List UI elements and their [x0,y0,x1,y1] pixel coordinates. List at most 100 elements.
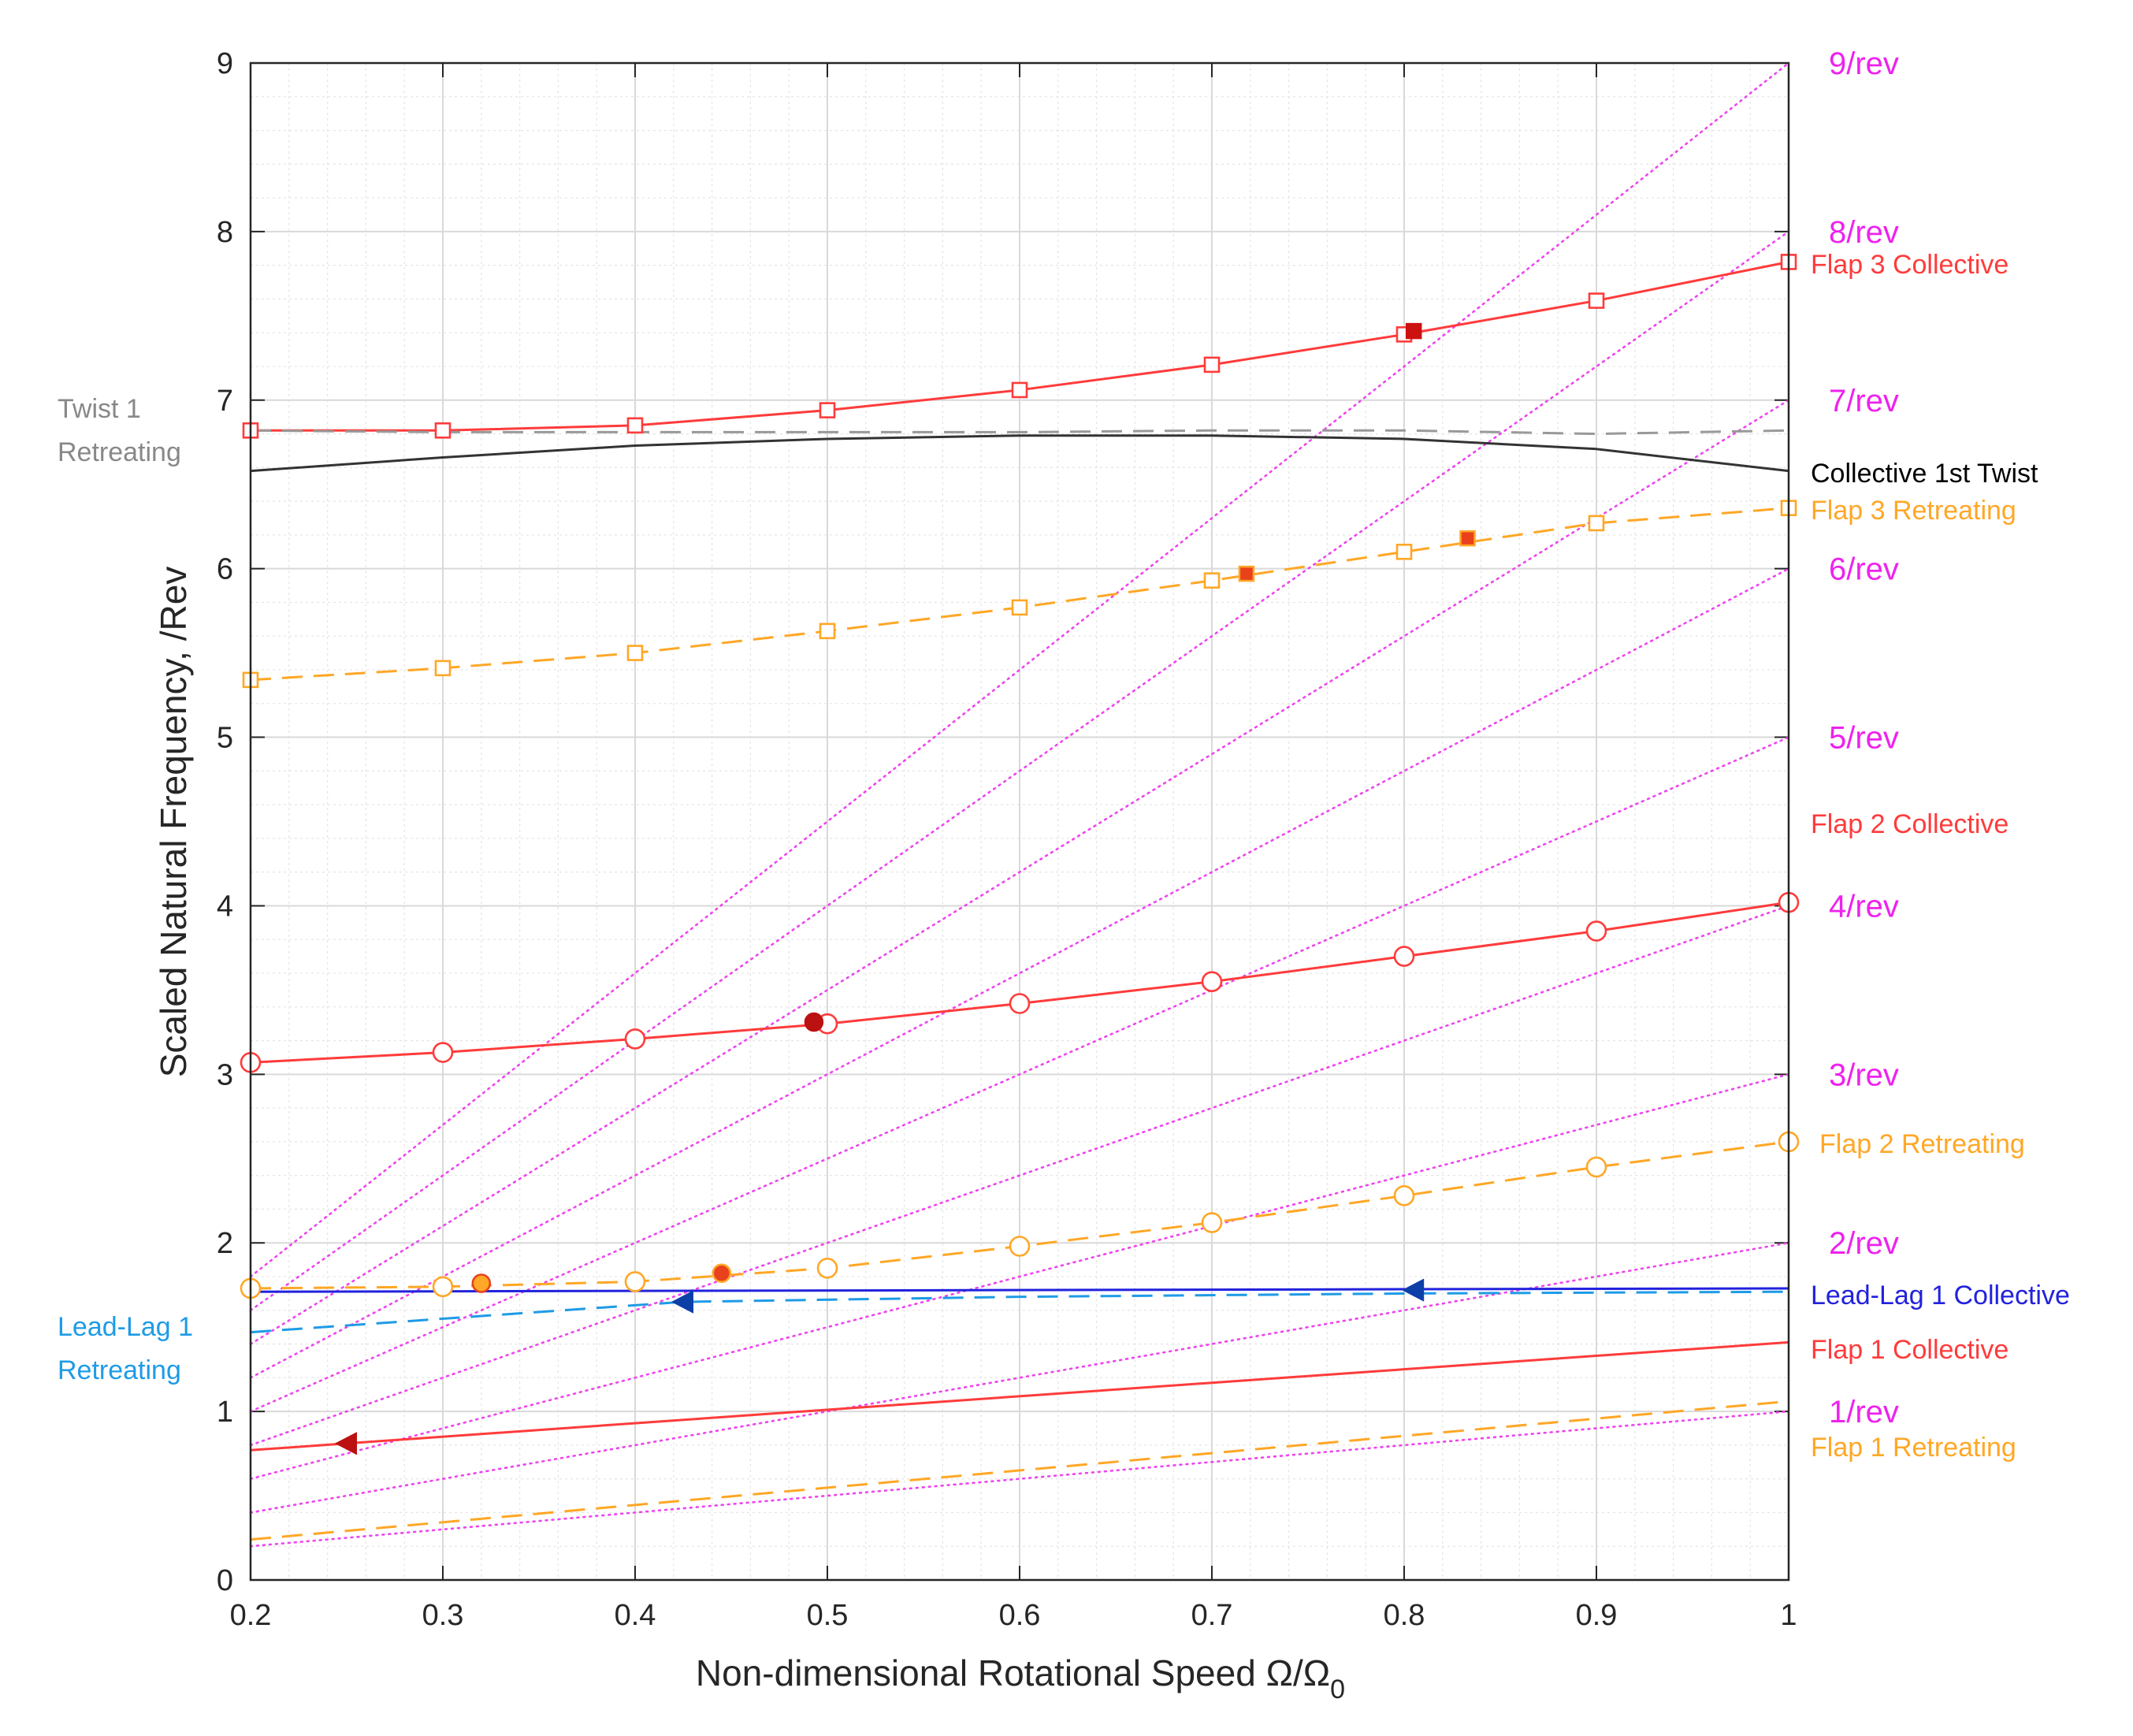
series-line-lead-lag-1-retreating [250,1290,1789,1334]
label-leadlag1-collective: Lead-Lag 1 Collective [1811,1281,2070,1310]
marker-flap-3-collective [819,402,836,418]
crossing-marker-square [1405,322,1422,340]
x-axis-title: Non-dimensional Rotational Speed Ω/Ω0 [696,1652,1345,1704]
crossing-marker-circle [712,1263,732,1283]
rev-label-9: 9/rev [1829,46,1899,81]
marker-flap-3-retreating [819,623,836,640]
marker-flap-2-collective [432,1042,454,1063]
marker-flap-2-retreating [1393,1185,1415,1206]
rev-lines [249,61,1790,1548]
series-line-flap-1-collective [250,1340,1789,1452]
rev-label-2: 2/rev [1829,1226,1899,1261]
rev-line-1 [249,1410,1790,1548]
y-tick-label: 4 [217,890,233,923]
rev-line-9 [249,61,1790,1278]
x-tick-label: 0.2 [230,1599,272,1632]
y-tick-label: 8 [217,216,233,249]
marker-flap-2-collective [1201,971,1223,992]
rev-labels: 1/rev 2/rev 3/rev 4/rev 5/rev 6/rev 7/rev 8/rev… [1829,46,1899,1429]
rev-line-5 [249,736,1790,1413]
rev-label-4: 4/rev [1829,889,1899,924]
x-tick-label: 0.8 [1384,1599,1425,1632]
x-tick-label: 0.9 [1576,1599,1618,1632]
crossing-marker-circle [804,1012,824,1032]
x-tick-label: 0.4 [615,1599,656,1632]
marker-flap-2-collective [1393,946,1415,967]
crossing-marker-circle [471,1273,492,1293]
marker-flap-3-retreating [1588,515,1605,532]
marker-flap-2-collective [1585,920,1607,942]
crossing-markers [334,322,1476,1455]
label-flap3-collective: Flap 3 Collective [1811,250,2009,280]
crossing-marker-triangle [1402,1278,1425,1302]
rev-label-3: 3/rev [1829,1058,1899,1092]
x-tick-label: 1 [1780,1599,1797,1632]
crossing-marker-square [1459,530,1476,547]
rev-label-5: 5/rev [1829,721,1899,756]
marker-flap-3-retreating [1011,599,1028,616]
marker-flap-3-collective [1011,381,1028,399]
y-tick-label: 7 [217,385,233,418]
rev-label-8: 8/rev [1829,215,1899,250]
rev-line-7 [249,399,1790,1345]
rev-line-4 [249,905,1790,1447]
label-flap2-collective: Flap 2 Collective [1811,809,2009,839]
rev-label-7: 7/rev [1829,384,1899,418]
y-tick-label: 2 [217,1227,233,1260]
marker-flap-3-collective [434,422,451,439]
label-twist1-retreating-line2: Retreating [58,437,181,467]
y-axis-title: Scaled Natural Frequency, /Rev [153,567,194,1078]
marker-flap-3-collective [1203,356,1221,374]
rev-line-8 [249,230,1790,1312]
x-axis-title-main: Non-dimensional Rotational Speed Ω/Ω [696,1652,1330,1693]
marker-flap-2-collective [624,1028,646,1050]
marker-flap-2-retreating [432,1276,454,1298]
series-line-collective-1st-twist [250,434,1789,473]
y-tick-label: 9 [217,47,233,80]
y-tick-label: 1 [217,1396,233,1429]
label-flap3-retreating: Flap 3 Retreating [1811,496,2016,526]
y-tick-label: 3 [217,1058,233,1091]
rev-line-6 [249,567,1790,1379]
x-tick-label: 0.5 [807,1599,849,1632]
x-tick-label: 0.3 [422,1599,464,1632]
marker-flap-2-retreating [624,1271,646,1292]
rev-label-6: 6/rev [1829,552,1899,587]
label-leadlag1-retreating-line1: Lead-Lag 1 [58,1312,193,1342]
crossing-marker-square [1238,565,1255,582]
y-tick-label: 5 [217,722,233,755]
label-collective-1st-twist: Collective 1st Twist [1811,459,2038,489]
marker-flap-2-retreating [1201,1212,1223,1233]
rev-label-1: 1/rev [1829,1395,1899,1429]
label-leadlag1-retreating-line2: Retreating [58,1355,181,1385]
axes-box [249,61,1790,1582]
marker-flap-2-retreating [1585,1156,1607,1178]
y-tick-label: 6 [217,553,233,586]
marker-flap-2-retreating [1009,1236,1031,1257]
marker-flap-3-retreating [434,660,451,677]
marker-flap-2-collective [1009,993,1031,1014]
series-line-flap-1-retreating [250,1400,1789,1541]
crossing-marker-triangle [334,1432,357,1455]
series-markers [240,254,1800,1299]
marker-flap-3-collective [626,417,644,434]
label-flap1-collective: Flap 1 Collective [1811,1335,2009,1365]
label-flap1-retreating: Flap 1 Retreating [1811,1433,2016,1463]
marker-flap-2-retreating [816,1258,838,1279]
y-tick-label: 0 [217,1564,233,1597]
series-line-twist-1-retreating [250,429,1789,436]
x-axis-title-subscript: 0 [1330,1675,1345,1704]
marker-flap-3-retreating [1203,572,1221,589]
tick-labels: 0.2 0.3 0.4 0.5 0.6 0.7 0.8 0.9 1 0 1 2 3 4 5 6 7 8 9 [217,47,1797,1632]
marker-flap-3-retreating [1395,543,1413,560]
series-line-lead-lag-1-collective [250,1287,1789,1293]
x-tick-label: 0.7 [1191,1599,1233,1632]
rev-line-2 [249,1241,1790,1514]
marker-flap-3-retreating [626,645,644,661]
marker-flap-3-collective [1588,292,1605,309]
x-tick-label: 0.6 [999,1599,1041,1632]
crossing-marker-triangle [671,1290,693,1314]
rev-line-3 [249,1073,1790,1480]
label-flap2-retreating: Flap 2 Retreating [1819,1129,2025,1159]
